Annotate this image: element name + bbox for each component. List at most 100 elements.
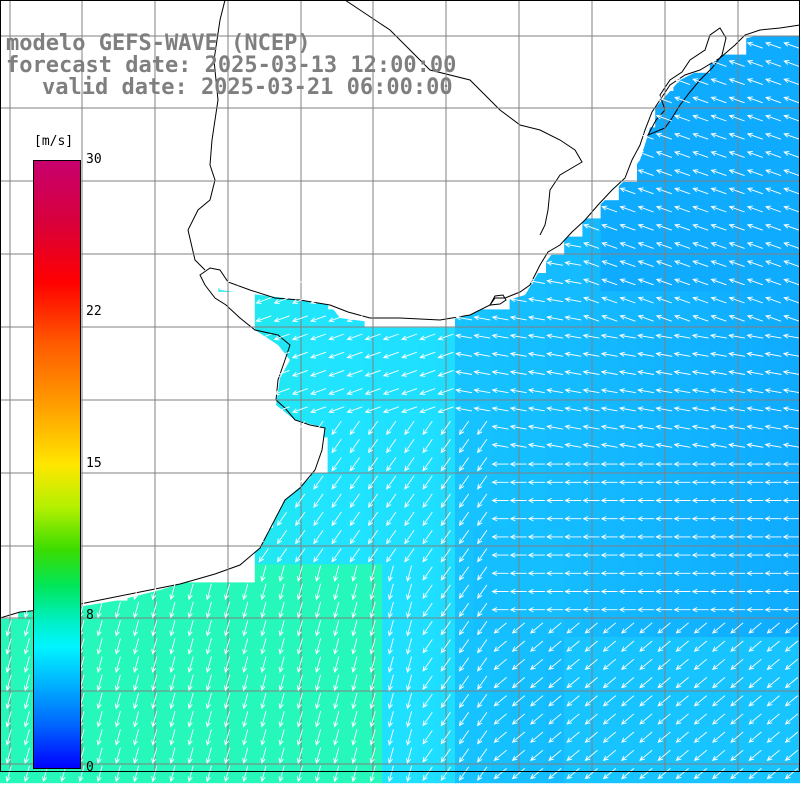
wind-arrow [422, 457, 433, 472]
wind-arrow [295, 420, 306, 436]
wind-arrow [333, 583, 340, 601]
wind-arrow [473, 315, 491, 321]
wind-arrow [746, 223, 763, 231]
wind-arrow [601, 278, 618, 286]
wind-arrow [5, 729, 12, 746]
wind-arrow [278, 692, 285, 710]
wind-arrow [491, 406, 509, 412]
wind-arrow [224, 692, 231, 710]
wind-arrow [782, 479, 800, 485]
wind-arrow [242, 711, 249, 728]
wind-arrow [296, 692, 303, 710]
wind-arrow [455, 333, 473, 339]
colorbar-tick: 0 [86, 760, 94, 775]
wind-arrow [693, 658, 708, 671]
wind-arrow [621, 749, 635, 762]
wind-arrow [548, 622, 562, 634]
wind-arrow [273, 315, 290, 323]
wind-arrow [295, 530, 306, 545]
wind-arrow [582, 479, 600, 485]
wind-arrow [710, 78, 727, 86]
wind-arrow [692, 314, 709, 322]
wind-arrow [5, 638, 12, 655]
wind-arrow [205, 747, 212, 765]
wind-arrow [675, 640, 689, 652]
wind-arrow [746, 442, 764, 448]
wind-arrow [511, 713, 526, 725]
wind-arrow [219, 278, 236, 286]
wind-arrow [509, 442, 527, 448]
wind-arrow [692, 151, 709, 158]
wind-arrow [260, 711, 267, 728]
wind-arrow [764, 607, 782, 613]
wind-arrow [273, 297, 290, 304]
wind-arrow [255, 278, 272, 286]
wind-arrow [710, 60, 727, 67]
wind-arrow [422, 493, 433, 508]
wind-arrow [618, 333, 636, 339]
wind-arrow [151, 747, 158, 765]
wind-arrow [333, 638, 340, 655]
wind-arrow [730, 622, 744, 634]
wind-arrow [655, 588, 673, 595]
wind-arrow [600, 388, 618, 394]
wind-arrow [437, 351, 454, 359]
wind-arrow [96, 601, 103, 619]
wind-arrow [710, 278, 727, 286]
wind-arrow [440, 712, 451, 727]
wind-arrow [351, 656, 358, 674]
wind-arrow [477, 675, 488, 690]
wind-arrow [437, 333, 454, 341]
wind-arrow [783, 60, 800, 67]
wind-arrow [728, 369, 746, 375]
wind-arrow [114, 656, 121, 674]
wind-arrow [23, 729, 30, 746]
wind-arrow [296, 729, 303, 746]
wind-arrow [509, 333, 527, 339]
wind-arrow [674, 114, 691, 122]
wind-arrow [657, 749, 671, 762]
wind-arrow [692, 296, 709, 304]
wind-arrow [346, 333, 363, 341]
wind-arrow [746, 242, 763, 249]
wind-arrow [509, 607, 527, 613]
wind-arrow [477, 475, 488, 490]
wind-arrow [333, 565, 340, 583]
wind-arrow [509, 424, 527, 430]
wind-arrow [764, 461, 782, 467]
wind-arrow [765, 60, 782, 67]
wind-arrow [548, 768, 562, 780]
wind-arrow [710, 296, 727, 304]
wind-arrow [728, 424, 746, 430]
wind-arrow [422, 548, 433, 563]
wind-arrow [712, 640, 726, 652]
wind-arrow [782, 424, 800, 430]
wind-arrow [458, 420, 470, 436]
wind-arrow [618, 424, 636, 430]
wind-arrow [730, 713, 744, 725]
wind-arrow [546, 424, 564, 430]
wind-arrow [437, 369, 454, 377]
wind-arrow [582, 369, 600, 375]
wind-arrow [367, 530, 379, 545]
wind-arrow [746, 169, 763, 177]
wind-arrow [205, 711, 212, 728]
wind-arrow [583, 260, 600, 268]
wind-arrow [351, 729, 358, 746]
wind-arrow [187, 692, 194, 710]
wind-arrow [783, 96, 800, 104]
wind-arrow [406, 620, 413, 637]
wind-arrow [509, 461, 527, 467]
wind-arrow [728, 96, 745, 104]
wind-arrow [333, 656, 340, 674]
wind-arrow [637, 534, 655, 540]
wind-arrow [764, 497, 782, 504]
wind-arrow [509, 297, 527, 303]
wind-arrow [331, 530, 342, 545]
wind-arrow [477, 748, 488, 763]
wind-arrow [582, 588, 600, 595]
wind-arrow [422, 602, 433, 618]
wind-arrow [782, 497, 800, 504]
wind-arrow [709, 424, 727, 430]
